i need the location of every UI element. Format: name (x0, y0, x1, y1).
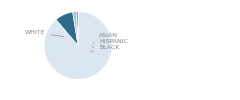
Wedge shape (73, 12, 78, 46)
Text: BLACK: BLACK (91, 45, 120, 52)
Text: ASIAN: ASIAN (93, 34, 118, 43)
Wedge shape (44, 12, 112, 80)
Text: WHITE: WHITE (25, 30, 63, 37)
Text: HISPANIC: HISPANIC (92, 39, 128, 47)
Wedge shape (76, 12, 78, 46)
Wedge shape (56, 12, 78, 46)
